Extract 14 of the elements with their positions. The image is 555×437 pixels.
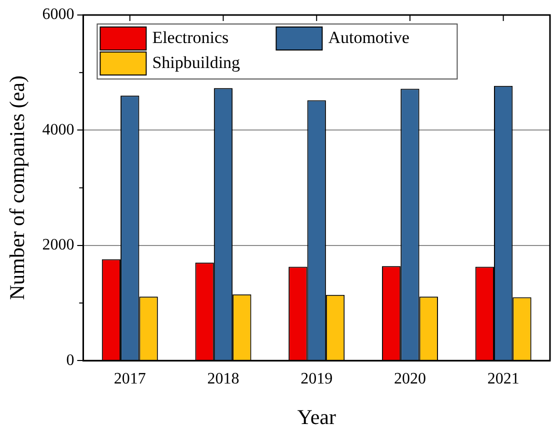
x-axis-title: Year	[297, 404, 336, 429]
x-tick-label: 2019	[300, 370, 333, 388]
y-tick-label: 6000	[42, 6, 74, 24]
y-axis-title: Number of companies (ea)	[5, 76, 30, 300]
legend-label: Automotive	[328, 28, 410, 47]
x-tick-label: 2020	[394, 370, 426, 388]
y-tick-label: 2000	[42, 236, 74, 254]
x-tick-label: 2021	[487, 370, 520, 388]
y-tick-label: 0	[66, 352, 74, 369]
x-tick-label: 2018	[207, 370, 240, 388]
x-tick-label: 2017	[114, 370, 146, 388]
legend-label: Shipbuilding	[152, 52, 241, 72]
y-tick-label: 4000	[42, 121, 74, 138]
legend-label: Electronics	[152, 28, 229, 47]
